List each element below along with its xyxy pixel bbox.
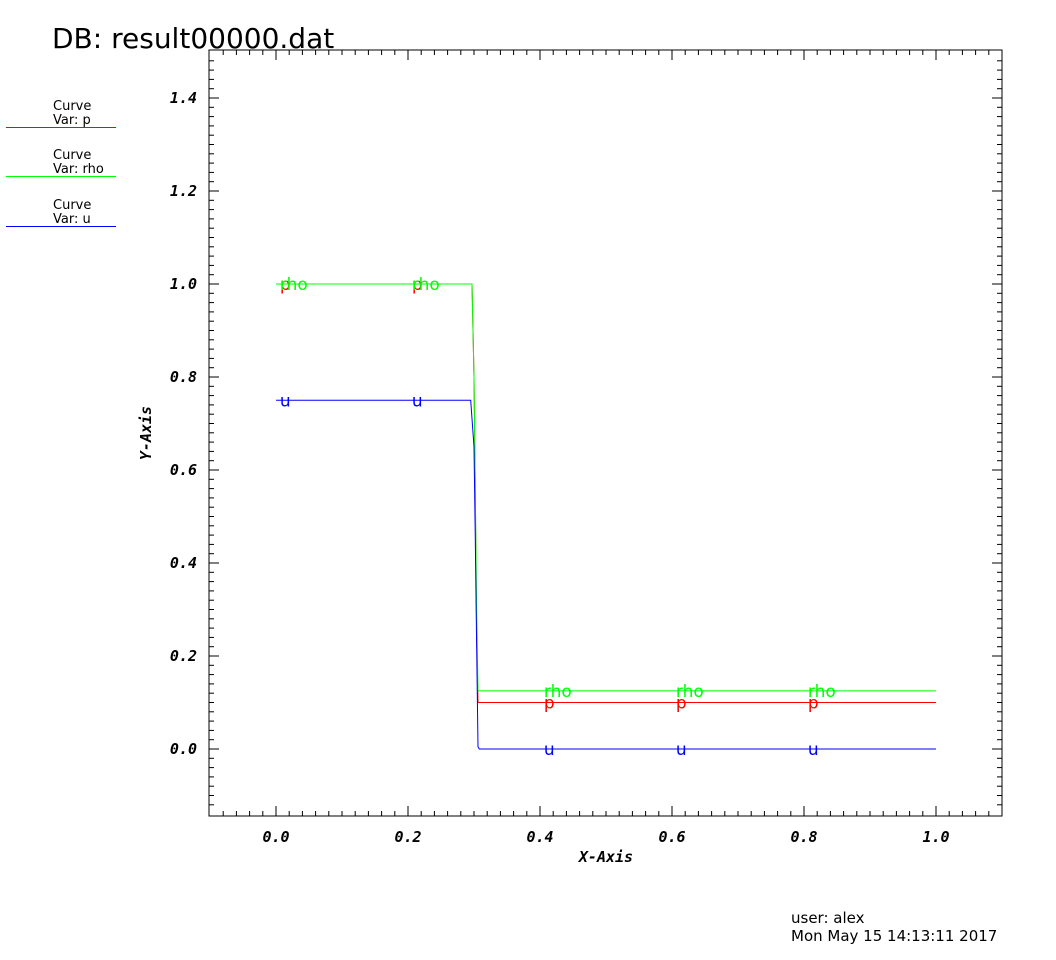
x-tick-label: 0.6 xyxy=(658,828,685,846)
legend-var-label: Var: p xyxy=(53,113,91,128)
plot-frame xyxy=(208,49,1003,817)
user-name: user: alex xyxy=(791,909,865,927)
y-tick-label: 0.2 xyxy=(170,647,197,665)
legend-line-p xyxy=(6,127,116,128)
curve-marker-p: p xyxy=(280,275,291,295)
curve-marker-rho: rho xyxy=(544,682,572,702)
curve-marker-p: p xyxy=(808,694,819,714)
timestamp: Mon May 15 14:13:11 2017 xyxy=(791,927,998,945)
y-tick-label: 0.4 xyxy=(170,554,197,572)
curve-marker-p: p xyxy=(544,694,555,714)
x-tick-label: 1.0 xyxy=(922,828,949,846)
y-axis-title: Y-Axis xyxy=(137,406,155,460)
curve-marker-u: u xyxy=(676,740,687,760)
x-axis-title: X-Axis xyxy=(577,848,633,866)
curve-marker-p: p xyxy=(676,694,687,714)
legend-entry-p: Curve Var: p xyxy=(6,97,118,137)
user-info: user: alex Mon May 15 14:13:11 2017 xyxy=(791,909,997,945)
legend-curve-label: Curve xyxy=(53,198,92,213)
curve-marker-rho: rho xyxy=(280,275,308,295)
y-tick-label: 0.0 xyxy=(170,740,197,758)
legend-line-rho xyxy=(6,176,116,177)
curve-marker-rho: rho xyxy=(808,682,836,702)
y-tick-label: 1.4 xyxy=(170,89,197,107)
legend-entry-rho: Curve Var: rho xyxy=(6,146,118,186)
legend-line-u xyxy=(6,226,116,227)
curve-u xyxy=(276,399,936,750)
x-tick-label: 0.4 xyxy=(526,828,553,846)
curve-marker-u: u xyxy=(280,391,291,411)
database-title: DB: result00000.dat xyxy=(52,22,335,55)
legend-entry-u: Curve Var: u xyxy=(6,196,118,236)
legend-curve-label: Curve xyxy=(53,148,92,163)
curve-marker-rho: rho xyxy=(412,275,440,295)
legend-curve-label: Curve xyxy=(53,99,92,114)
curve-marker-rho: rho xyxy=(676,682,704,702)
legend-var-label: Var: rho xyxy=(53,162,104,177)
curve-p xyxy=(276,283,936,703)
x-tick-label: 0.0 xyxy=(262,828,289,846)
curve-marker-u: u xyxy=(544,740,555,760)
curve-rho xyxy=(276,283,936,692)
axes: 0.0 0.2 0.4 0.6 0.8 1.0 0.0 0.2 0.4 0.6 0.8 1.0 1.2 1… xyxy=(170,50,1002,846)
y-tick-label: 0.6 xyxy=(170,461,197,479)
curve-marker-u: u xyxy=(808,740,819,760)
x-tick-label: 0.8 xyxy=(790,828,817,846)
curve-marker-u: u xyxy=(412,391,423,411)
legend-var-label: Var: u xyxy=(53,212,91,227)
curves xyxy=(276,283,936,750)
y-tick-label: 1.2 xyxy=(170,182,197,200)
y-tick-label: 1.0 xyxy=(170,275,197,293)
curve-marker-p: p xyxy=(412,275,423,295)
x-tick-label: 0.2 xyxy=(394,828,421,846)
y-tick-label: 0.8 xyxy=(170,368,197,386)
